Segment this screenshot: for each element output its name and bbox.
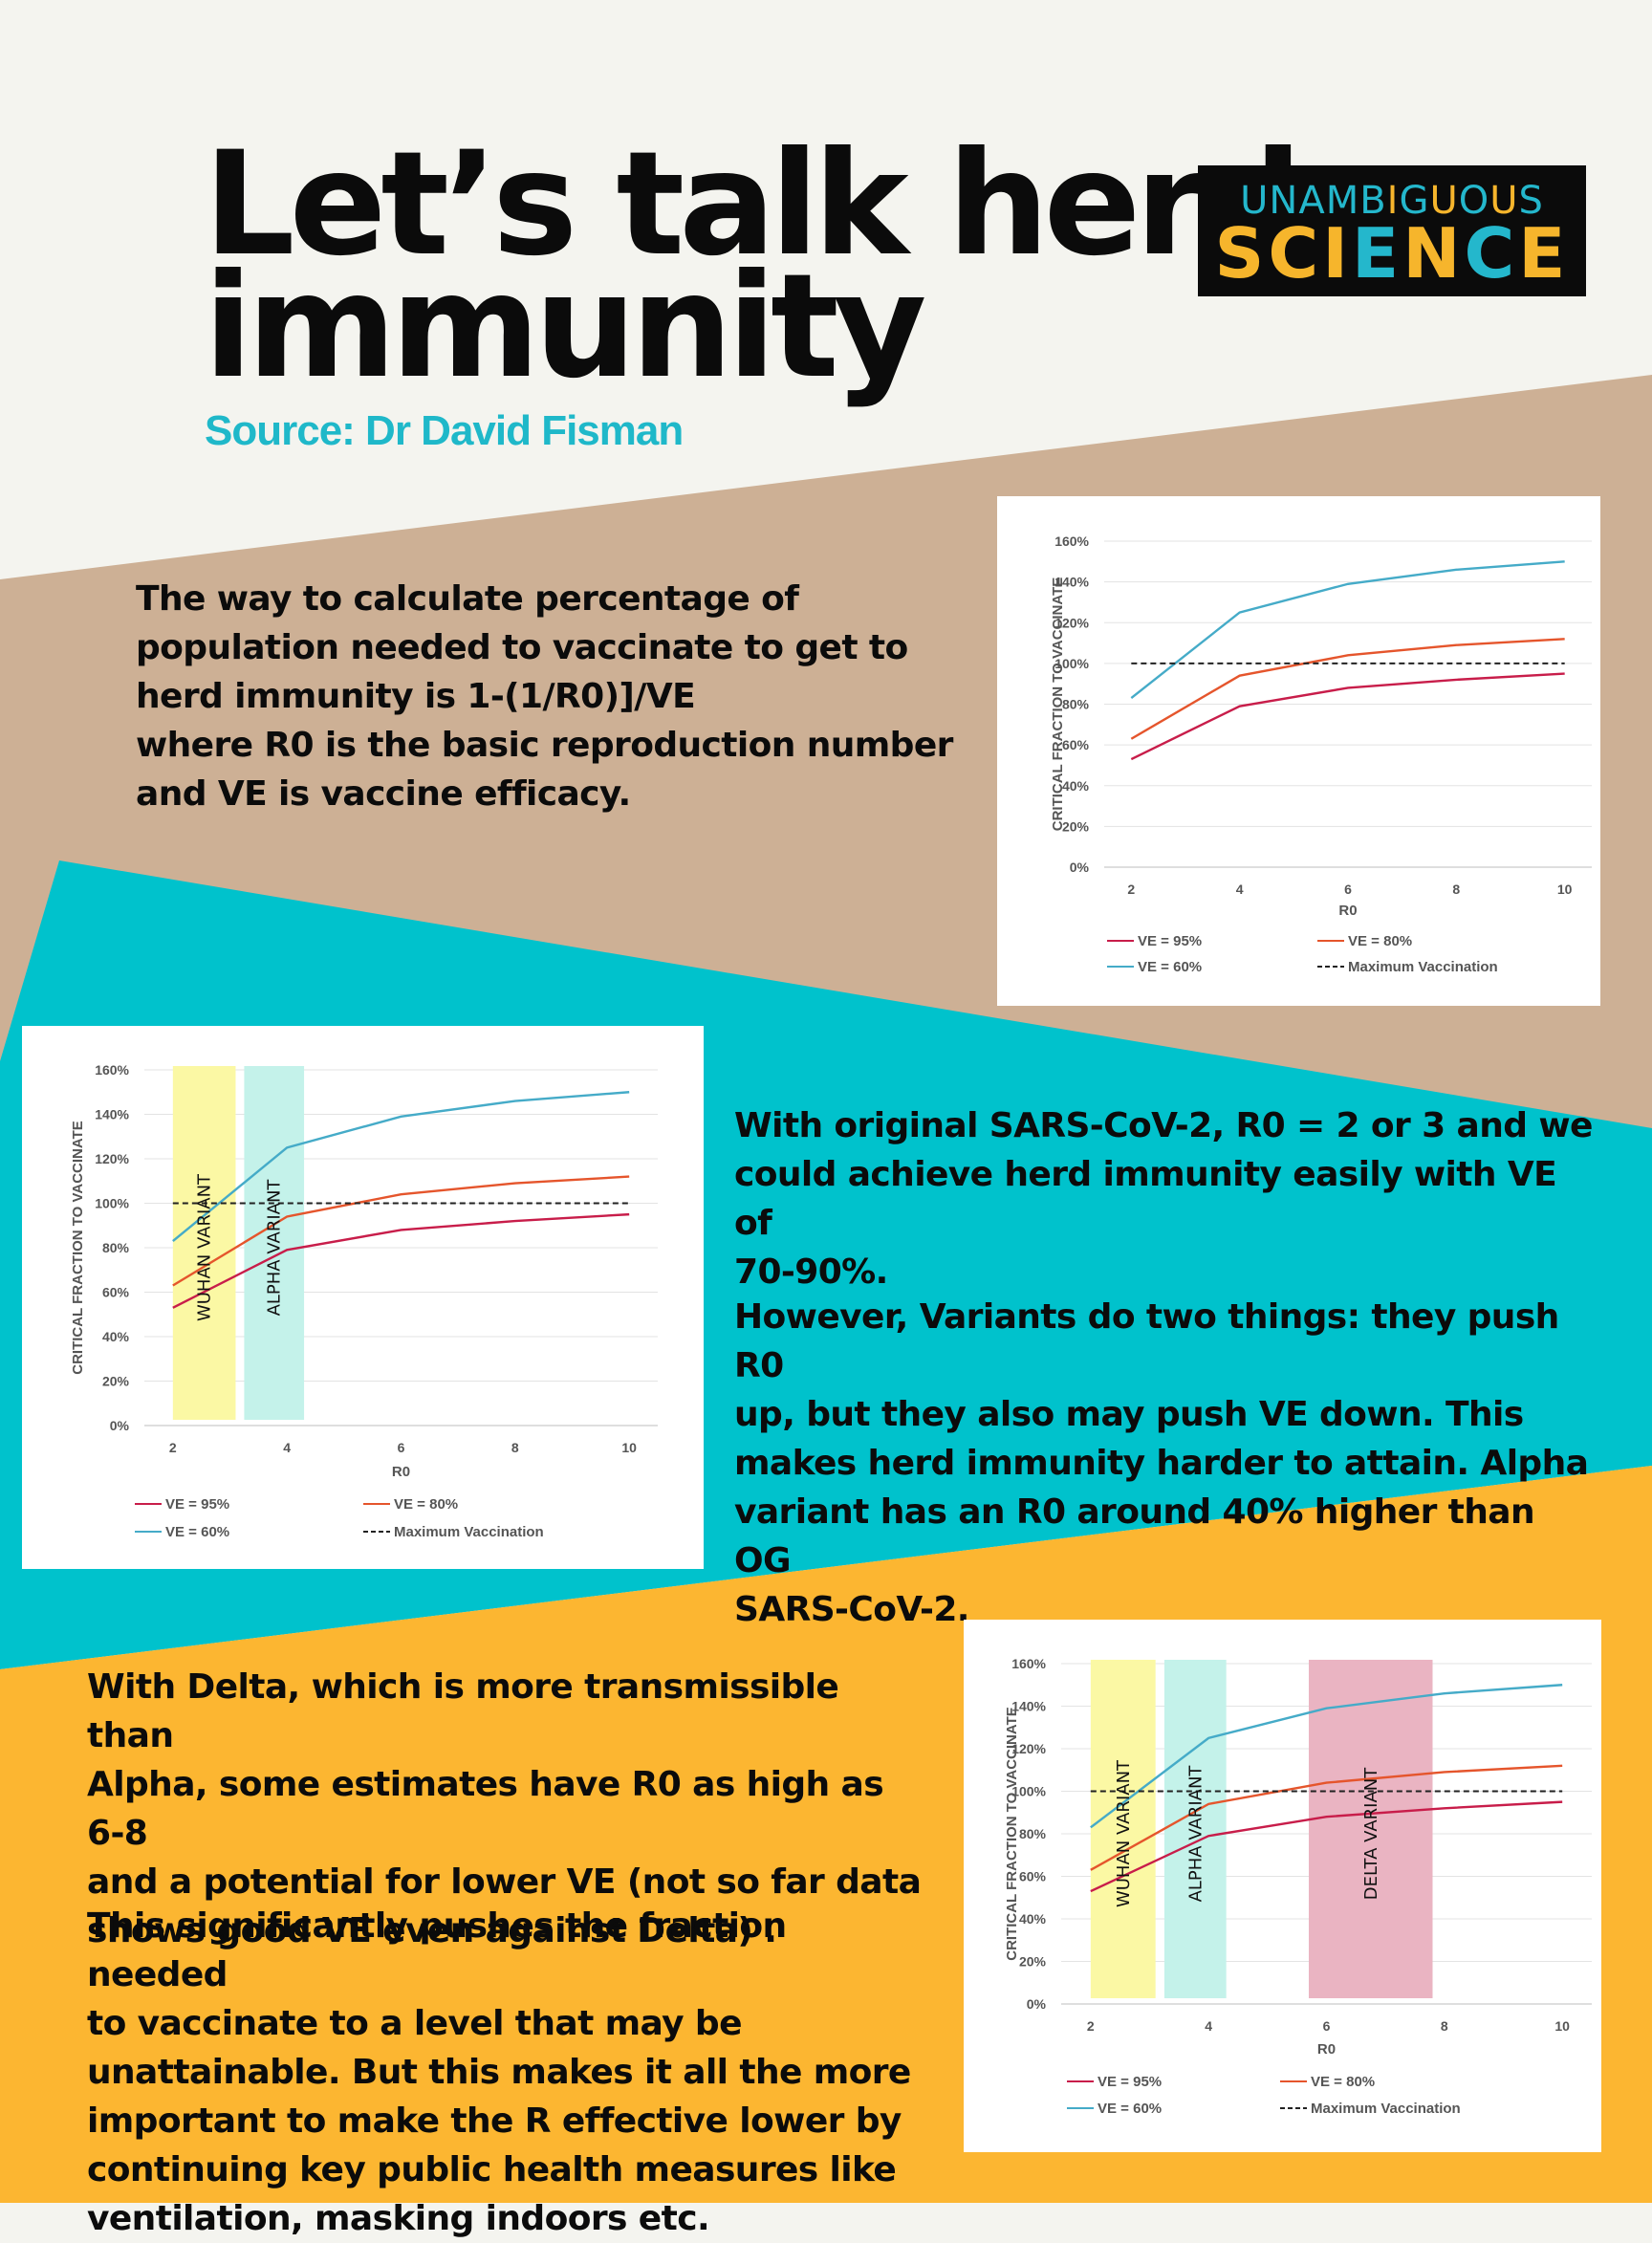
legend-label: VE = 80% [1348, 933, 1412, 949]
x-axis-label: R0 [1317, 2041, 1336, 2058]
logo-letter: C [1268, 213, 1322, 294]
legend-label: VE = 80% [1311, 2074, 1375, 2090]
chart-svg-3: 0%20%40%60%80%100%120%140%160%WUHAN VARI… [964, 1620, 1601, 2152]
variant-band-label: WUHAN VARIANT [195, 1173, 215, 1321]
formula-paragraph: The way to calculate percentage of popul… [136, 575, 967, 818]
legend-label: VE = 95% [165, 1496, 229, 1513]
x-tick-label: 6 [1344, 882, 1352, 897]
y-tick-label: 100% [95, 1196, 129, 1211]
logo-line-2: SCIENCE [1198, 213, 1586, 294]
x-tick-label: 6 [398, 1440, 405, 1455]
unambiguous-science-logo: UNAMBIGUOUS SCIENCE [1198, 165, 1586, 296]
y-tick-label: 80% [1019, 1826, 1047, 1841]
y-tick-label: 80% [1062, 697, 1090, 712]
y-tick-label: 60% [102, 1285, 130, 1300]
x-tick-label: 2 [1087, 2018, 1095, 2034]
y-tick-label: 40% [102, 1329, 130, 1344]
legend-label: Maximum Vaccination [1311, 2101, 1461, 2117]
x-tick-label: 10 [1554, 2018, 1570, 2034]
x-axis-label: R0 [1338, 903, 1357, 919]
y-tick-label: 80% [102, 1240, 130, 1255]
y-tick-label: 20% [1019, 1954, 1047, 1970]
y-tick-label: 60% [1062, 737, 1090, 752]
variant-band-label: ALPHA VARIANT [1185, 1765, 1206, 1903]
y-tick-label: 60% [1019, 1869, 1047, 1884]
chart-herd-immunity-alpha: 0% 20% 40% 60% 80% 100% 120% 140% 160% WUHAN VARI… [22, 1026, 704, 1569]
legend-label: VE = 95% [1138, 933, 1202, 949]
legend-label: VE = 80% [394, 1496, 458, 1513]
y-tick-label: 0% [110, 1418, 130, 1433]
conclusion-paragraph: This significantly pushes the fraction n… [87, 1902, 928, 2243]
variant-band-label: WUHAN VARIANT [1114, 1759, 1134, 1907]
legend-label: VE = 95% [1098, 2074, 1162, 2090]
y-axis-label: CRITICAL FRACTION TO VACCINATE [70, 1121, 86, 1375]
variants-paragraph: However, Variants do two things: they pu… [734, 1293, 1595, 1634]
variant-band-label: ALPHA VARIANT [265, 1179, 285, 1317]
logo-letter: E [1518, 213, 1569, 294]
legend-label: VE = 60% [1098, 2101, 1162, 2117]
legend-label: VE = 60% [165, 1524, 229, 1540]
variant-band-label: DELTA VARIANT [1361, 1767, 1381, 1900]
legend-label: Maximum Vaccination [394, 1524, 544, 1540]
y-tick-label: 140% [95, 1107, 129, 1122]
logo-letter: C [1464, 213, 1518, 294]
legend-label: VE = 60% [1138, 959, 1202, 975]
y-axis-label: CRITICAL FRACTION TO VACCINATE [1004, 1707, 1020, 1961]
x-tick-label: 6 [1323, 2018, 1331, 2034]
logo-letter: N [1402, 213, 1464, 294]
x-tick-label: 2 [169, 1440, 177, 1455]
x-axis-label: R0 [392, 1464, 410, 1480]
y-tick-label: 160% [1054, 534, 1089, 549]
y-axis-label: CRITICAL FRACTION TO VACCINATE [1050, 577, 1066, 832]
page-title: Let’s talk herd immunity [204, 143, 1297, 388]
chart-svg-2: 0% 20% 40% 60% 80% 100% 120% 140% 160% WUHAN VARI… [22, 1026, 704, 1569]
x-tick-label: 8 [511, 1440, 519, 1455]
y-tick-label: 20% [1062, 818, 1090, 834]
x-tick-label: 2 [1127, 882, 1135, 897]
series-line [1131, 674, 1564, 760]
logo-letter: S [1215, 213, 1269, 294]
original-variant-paragraph: With original SARS-CoV-2, R0 = 2 or 3 an… [734, 1101, 1595, 1296]
chart-herd-immunity-delta: 0%20%40%60%80%100%120%140%160%WUHAN VARI… [964, 1620, 1601, 2152]
series-line [173, 1214, 629, 1308]
x-tick-label: 8 [1452, 882, 1460, 897]
y-tick-label: 120% [95, 1151, 129, 1166]
x-tick-label: 8 [1441, 2018, 1448, 2034]
y-tick-label: 40% [1019, 1911, 1047, 1927]
logo-letter: E [1352, 213, 1402, 294]
y-tick-label: 160% [95, 1062, 129, 1078]
x-tick-label: 4 [1205, 2018, 1212, 2034]
logo-letter: I [1322, 213, 1352, 294]
x-tick-label: 10 [1557, 882, 1573, 897]
x-tick-label: 4 [283, 1440, 291, 1455]
y-tick-label: 0% [1070, 860, 1090, 875]
x-tick-label: 4 [1236, 882, 1244, 897]
y-tick-label: 20% [102, 1374, 130, 1389]
x-tick-label: 10 [621, 1440, 637, 1455]
y-tick-label: 0% [1027, 1996, 1047, 2012]
y-tick-label: 40% [1062, 778, 1090, 794]
y-tick-label: 160% [1011, 1656, 1046, 1671]
legend-label: Maximum Vaccination [1348, 959, 1498, 975]
source-credit: Source: Dr David Fisman [205, 407, 683, 455]
